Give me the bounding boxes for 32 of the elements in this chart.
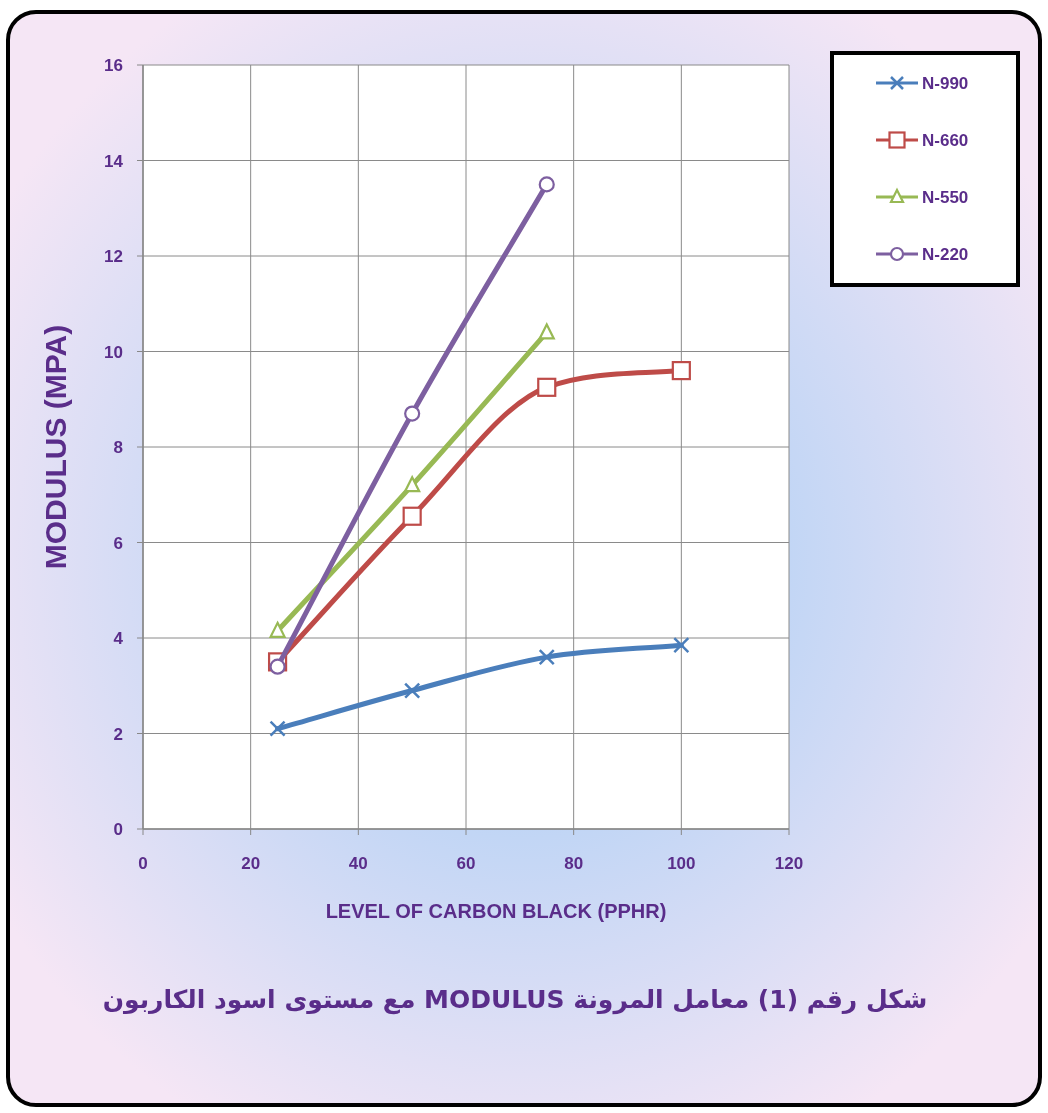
x-tick-label: 20 xyxy=(241,854,261,873)
text: شكل رقم (1) معامل المرونة MODULUS مع مستوى اسود الكاربون xyxy=(102,985,928,1015)
legend-label: N-990 xyxy=(922,74,969,93)
y-tick-label: 2 xyxy=(113,724,123,744)
x-tick-label: 80 xyxy=(564,854,584,873)
legend-label: N-550 xyxy=(922,188,969,207)
x-tick-label: 0 xyxy=(138,854,148,873)
point xyxy=(404,405,421,422)
point xyxy=(404,476,421,493)
y-tick-label: 10 xyxy=(104,342,123,362)
point xyxy=(537,377,557,397)
legend-label: N-660 xyxy=(922,131,969,150)
y-tick-label: 6 xyxy=(113,533,123,553)
x-tick-label: 120 xyxy=(774,854,804,873)
point xyxy=(538,323,555,340)
x-tick-label: 60 xyxy=(456,854,476,873)
y-tick-label: 12 xyxy=(104,247,123,266)
legend-label: N-220 xyxy=(922,245,969,264)
x-axis-title: LEVEL OF CARBON BLACK (PPHR) xyxy=(325,900,667,922)
y-tick-label: 4 xyxy=(113,629,124,648)
y-tick-label: 14 xyxy=(104,151,124,171)
y-tick-label: 8 xyxy=(113,438,123,457)
y-tick-label: 16 xyxy=(104,56,123,75)
point xyxy=(538,176,555,193)
y-axis-title: MODULUS (MPA) xyxy=(39,324,72,570)
y-tick-label: 0 xyxy=(113,820,123,839)
point xyxy=(402,506,422,526)
x-tick-label: 40 xyxy=(348,854,368,873)
point xyxy=(269,621,286,638)
point xyxy=(671,361,691,381)
x-tick-label: 100 xyxy=(667,854,696,873)
point xyxy=(269,658,286,675)
